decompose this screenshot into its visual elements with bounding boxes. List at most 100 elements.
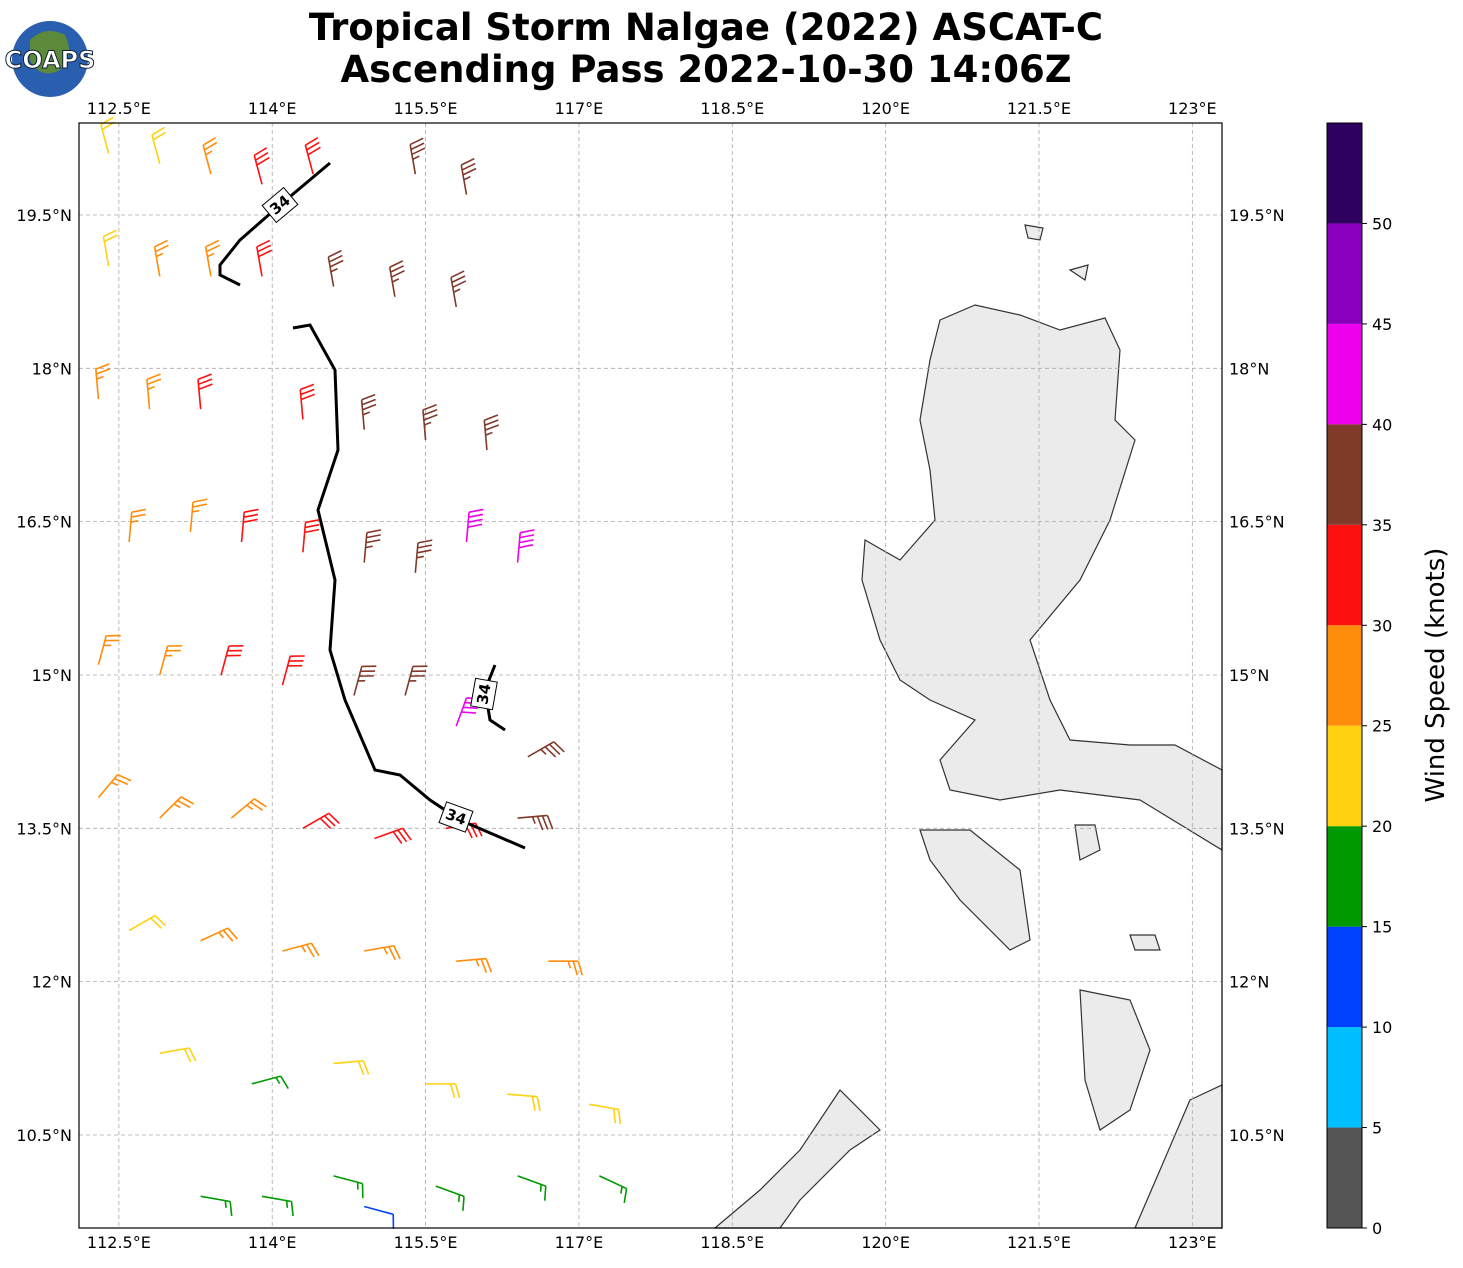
contour-label-box (438, 801, 474, 833)
logo: COAPS (4, 21, 96, 97)
wind-barb (517, 1175, 547, 1201)
colorbar-tick-label: 20 (1372, 817, 1392, 836)
mindoro (919, 829, 1031, 951)
subtitle: Ascending Pass 2022-10-30 14:06Z (340, 48, 1071, 91)
wind-barb (460, 157, 477, 195)
x-tick-label: 112.5°E (87, 99, 151, 118)
wind-barb (97, 773, 132, 799)
wind-barb (302, 812, 340, 830)
wind-barb (414, 539, 433, 573)
x-tick-label: 120°E (861, 1233, 910, 1252)
contour-label: 34 (473, 682, 494, 706)
wind-barb (240, 508, 259, 543)
ocean (79, 123, 1222, 1228)
land (713, 224, 1223, 1229)
wind-barb (97, 634, 121, 665)
wind-barb (153, 239, 169, 277)
wind-barb (589, 1103, 622, 1125)
wind-barb (159, 1047, 197, 1063)
x-tick-label: 123°E (1168, 99, 1217, 118)
colorbar-tick-label: 10 (1372, 1018, 1392, 1037)
wind-barb (251, 1075, 289, 1090)
colorbar-segment (1327, 725, 1362, 827)
wind-barb (333, 1175, 364, 1199)
x-tick-label: 121.5°E (1007, 99, 1071, 118)
colorbar-segment (1327, 323, 1362, 425)
colorbar-tick-label: 0 (1372, 1219, 1382, 1238)
x-tick-label: 118.5°E (700, 99, 764, 118)
luzon (861, 304, 1223, 852)
colorbar-segment (1327, 223, 1362, 324)
y-tick-label: 19.5°N (16, 206, 72, 225)
wind-barb (364, 944, 401, 961)
y-tick-label: 10.5°N (16, 1126, 72, 1145)
colorbar-tick-label: 50 (1372, 214, 1392, 233)
colorbar-segment (1327, 424, 1362, 525)
colorbar-segment (1327, 926, 1362, 1028)
wind-barb (374, 827, 412, 844)
y-tick-label: 13.5°N (1229, 819, 1285, 838)
wind-barb (159, 796, 195, 819)
y-tick-label: 16.5°N (1229, 513, 1285, 532)
logo-text: COAPS (5, 46, 96, 74)
y-tick-label: 12°N (32, 973, 72, 992)
wind-barb (548, 960, 584, 976)
islands (1024, 224, 1161, 951)
wind-barb (299, 383, 316, 420)
map: 34 34 34 (78, 116, 1223, 1229)
wind-barb (599, 1175, 628, 1204)
wind-barb (200, 927, 238, 942)
x-tick-label: 120°E (861, 99, 910, 118)
x-tick-label: 115.5°E (394, 1233, 458, 1252)
y-tick-label: 19.5°N (1229, 206, 1285, 225)
colorbar-label: Wind Speed (knots) (1421, 548, 1451, 803)
wind-barb (281, 655, 305, 686)
gridlines (79, 123, 1222, 1228)
x-tick-label: 117°E (555, 99, 604, 118)
wind-barb (517, 814, 554, 831)
colorbar: 0 5 10 15 20 25 30 35 40 45 50 (1326, 122, 1392, 1238)
palawan (713, 1089, 881, 1229)
wind-barb (304, 136, 321, 175)
contour-label-box (470, 677, 498, 711)
wind-barb (128, 508, 147, 543)
colorbar-tick-label: 15 (1372, 918, 1392, 937)
wind-barb (364, 1205, 395, 1229)
wind-barb (327, 249, 344, 287)
wind-barb (282, 942, 320, 958)
wind-barb (202, 136, 218, 175)
wind-barb (197, 373, 213, 410)
colorbar-segment (1327, 625, 1362, 726)
wind-barb (102, 229, 118, 267)
x-tick-label: 121.5°E (1007, 1233, 1071, 1252)
title: Tropical Storm Nalgae (2022) ASCAT-C (309, 6, 1103, 49)
wind-barb (507, 1093, 541, 1112)
colorbar-segment (1327, 524, 1362, 626)
y-tick-label: 16.5°N (16, 513, 72, 532)
wind-barb (146, 373, 162, 410)
colorbar-frame (1326, 122, 1363, 1229)
y-tick-label: 10.5°N (1229, 1126, 1285, 1145)
contour-label-box (261, 186, 299, 224)
colorbar-tick-label: 30 (1372, 616, 1392, 635)
y-tick-label: 15°N (32, 666, 72, 685)
map-frame (78, 122, 1223, 1229)
wind-barb (95, 363, 111, 400)
wind-barb (204, 239, 220, 277)
x-tick-label: 114°E (248, 99, 297, 118)
contour-line (292, 323, 526, 850)
wind-barb (456, 957, 493, 973)
colorbar-tick-label: 5 (1372, 1119, 1382, 1138)
x-tick-label: 114°E (248, 1233, 297, 1252)
wind-barb (253, 147, 270, 185)
panay (1079, 989, 1151, 1131)
wind-barb (404, 665, 428, 696)
logo-land (30, 31, 69, 74)
colorbar-tick-label: 45 (1372, 315, 1392, 334)
y-tick-label: 15°N (1229, 666, 1269, 685)
wind-barb (189, 498, 208, 532)
y-tick-label: 18°N (1229, 359, 1269, 378)
colorbar-segment (1327, 1027, 1362, 1128)
colorbar-tick-label: 35 (1372, 516, 1392, 535)
wind-barb (158, 644, 183, 676)
